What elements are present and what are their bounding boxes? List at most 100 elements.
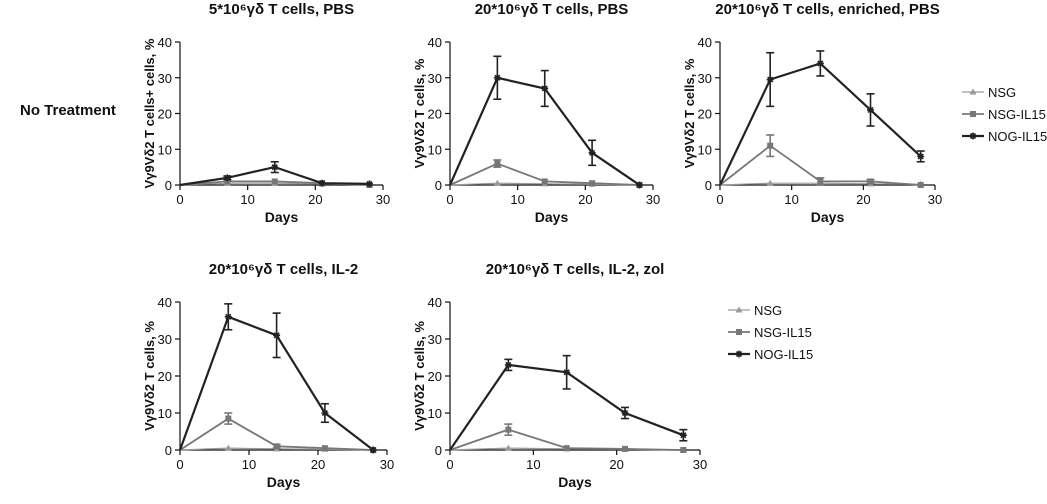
data-point	[563, 368, 571, 376]
x-axis-label: Days	[267, 474, 301, 490]
legend-label: NSG-IL15	[988, 107, 1046, 122]
data-point	[563, 445, 570, 452]
y-axis-label: Vγ9Vδ2 T cells, %	[412, 58, 427, 168]
data-point	[493, 74, 501, 82]
series-nog-il15	[179, 160, 373, 188]
y-tick-label: 30	[428, 332, 442, 347]
x-tick-label: 0	[446, 192, 453, 207]
y-tick-label: 30	[158, 332, 172, 347]
data-point	[816, 59, 824, 67]
legend-entry: NOG-IL15	[728, 347, 813, 362]
y-tick-label: 40	[698, 35, 712, 50]
x-tick-label: 20	[856, 192, 870, 207]
chart-3: 20*10⁶γδ T cells, enriched, PBS 0 10 20 30 40…	[682, 1, 942, 225]
data-point	[766, 179, 774, 186]
x-axis-label: Days	[265, 209, 299, 225]
data-point	[321, 409, 329, 417]
data-point	[271, 178, 278, 185]
data-point	[273, 331, 281, 339]
x-tick-label: 0	[716, 192, 723, 207]
x-tick-label: 20	[311, 457, 325, 472]
chart-title: 20*10⁶γδ T cells, IL-2, zol	[486, 261, 665, 278]
data-point	[504, 444, 512, 451]
series-nog-il15	[449, 354, 688, 451]
legend-label: NSG	[988, 85, 1016, 100]
data-point	[224, 444, 232, 451]
chart-1: 5*10⁶γδ T cells, PBS 0 10 20 30 40 0 10 20 30 Days…	[142, 1, 390, 225]
data-point	[766, 76, 774, 84]
data-point	[321, 445, 328, 452]
legend-label: NOG-IL15	[754, 347, 813, 362]
x-tick-label: 30	[928, 192, 942, 207]
series-nog-il15	[448, 55, 643, 189]
chart-title: 5*10⁶γδ T cells, PBS	[209, 1, 354, 18]
data-point	[917, 182, 924, 188]
x-tick-label: 0	[176, 457, 183, 472]
x-tick-label: 20	[308, 192, 322, 207]
data-point	[679, 431, 687, 439]
x-tick-label: 30	[376, 192, 390, 207]
y-tick-label: 0	[435, 443, 442, 458]
legend-entry: NSG-IL15	[962, 107, 1046, 122]
x-tick-label: 10	[510, 192, 524, 207]
data-point	[541, 84, 549, 92]
series-nsg-il15	[179, 412, 377, 453]
data-point	[917, 152, 925, 160]
y-tick-label: 40	[158, 295, 172, 310]
legend-entry: NSG-IL15	[728, 325, 812, 340]
legend-swatch-marker	[736, 329, 742, 335]
data-point	[224, 178, 231, 185]
row-label: No Treatment	[20, 102, 116, 119]
series-nog-il15	[719, 50, 925, 186]
legend-swatch-marker	[969, 132, 977, 140]
chart-4: 20*10⁶γδ T cells, IL-2 0 10 20 30 40 0 10 20 30 Da…	[142, 261, 394, 490]
data-point	[271, 163, 279, 171]
legend-2: NSG NSG-IL15 NOG-IL15	[728, 303, 813, 362]
y-tick-label: 30	[158, 71, 172, 86]
chart-title: 20*10⁶γδ T cells, IL-2	[209, 261, 358, 278]
legend-entry: NSG	[962, 85, 1016, 100]
x-axis-label: Days	[535, 209, 569, 225]
data-point	[493, 179, 501, 186]
data-point	[817, 178, 824, 185]
data-point	[541, 178, 548, 185]
data-point	[365, 180, 373, 188]
data-point	[494, 160, 501, 167]
legend-entry: NSG	[728, 303, 782, 318]
data-point	[588, 149, 596, 157]
y-tick-label: 0	[165, 443, 172, 458]
y-tick-label: 0	[435, 178, 442, 193]
x-tick-label: 30	[646, 192, 660, 207]
data-point	[225, 415, 232, 422]
data-point	[680, 447, 687, 453]
data-point	[369, 446, 377, 454]
y-tick-label: 10	[428, 142, 442, 157]
data-point	[635, 181, 643, 189]
y-tick-label: 20	[428, 369, 442, 384]
x-tick-label: 30	[380, 457, 394, 472]
legend-label: NSG-IL15	[754, 325, 812, 340]
series-line	[719, 62, 922, 186]
y-tick-label: 20	[428, 107, 442, 122]
data-point	[504, 361, 512, 369]
x-tick-label: 30	[693, 457, 707, 472]
data-point	[505, 426, 512, 433]
x-axis-label: Days	[811, 209, 845, 225]
y-tick-label: 30	[428, 71, 442, 86]
y-tick-label: 40	[428, 35, 442, 50]
chart-title: 20*10⁶γδ T cells, enriched, PBS	[715, 1, 939, 18]
y-axis-label: Vγ9Vδ2 T cells, %	[142, 321, 157, 431]
series-nog-il15	[178, 303, 377, 454]
data-point	[224, 313, 232, 321]
y-tick-label: 20	[158, 369, 172, 384]
x-tick-label: 0	[446, 457, 453, 472]
x-tick-label: 20	[609, 457, 623, 472]
y-tick-label: 40	[158, 35, 172, 50]
chart-title: 20*10⁶γδ T cells, PBS	[475, 1, 629, 18]
x-tick-label: 0	[176, 192, 183, 207]
data-point	[867, 178, 874, 185]
legend-label: NSG	[754, 303, 782, 318]
y-tick-label: 30	[698, 71, 712, 86]
x-tick-label: 20	[578, 192, 592, 207]
